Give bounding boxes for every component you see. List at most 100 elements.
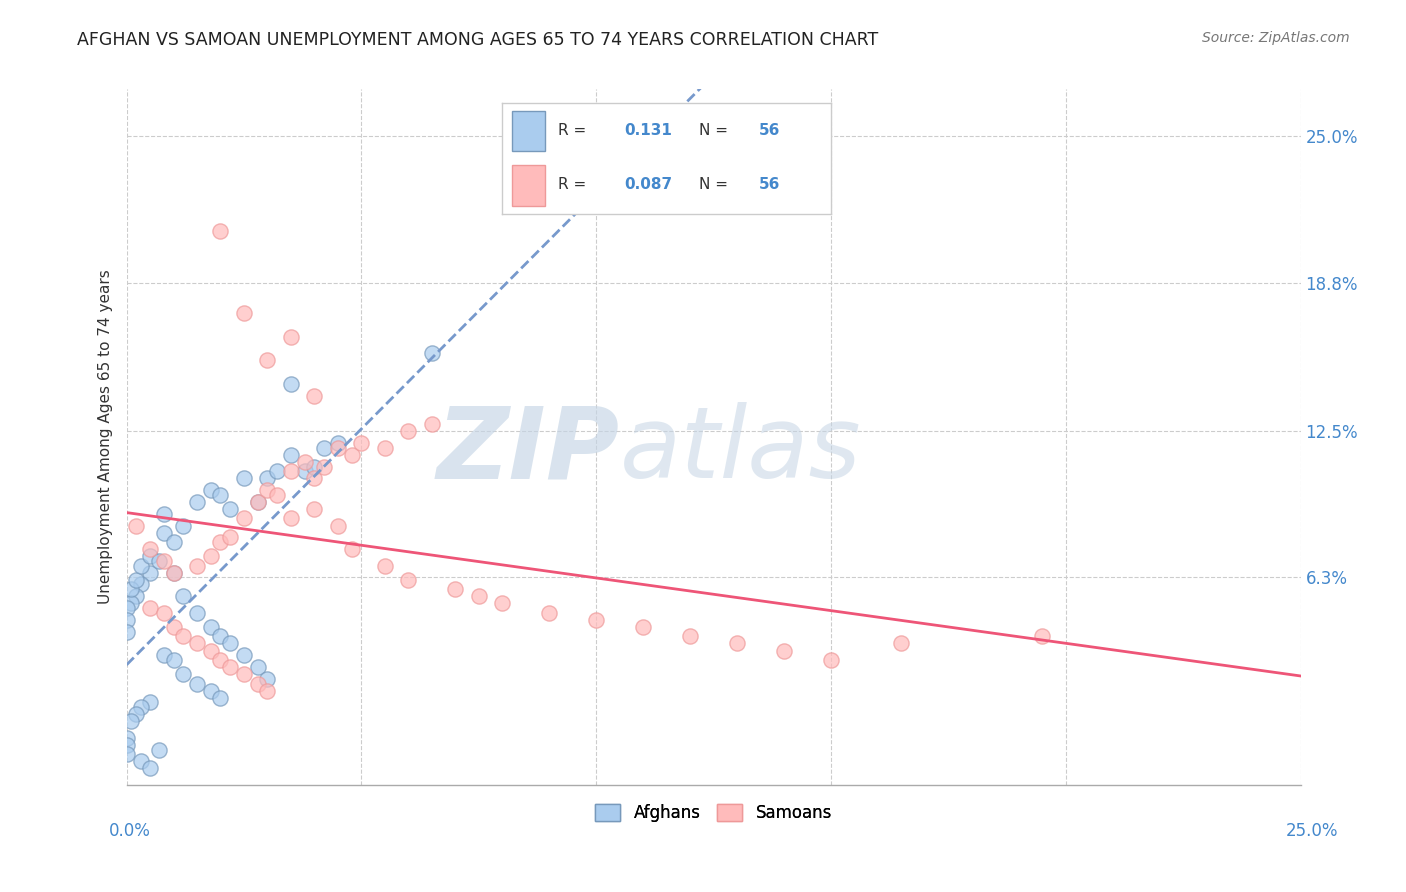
Point <box>200 643 222 657</box>
Point <box>304 502 326 516</box>
Point <box>304 389 326 403</box>
Point <box>200 683 222 698</box>
Point <box>725 636 748 650</box>
Point <box>129 577 152 591</box>
Point <box>148 742 170 756</box>
Point <box>139 566 162 580</box>
Point <box>1031 629 1053 643</box>
Point <box>129 558 152 573</box>
Text: 25.0%: 25.0% <box>1285 822 1339 840</box>
Point <box>326 518 349 533</box>
Point <box>247 495 270 509</box>
Point <box>172 667 194 681</box>
Point <box>233 511 256 525</box>
Point <box>209 224 232 238</box>
Point <box>374 558 396 573</box>
Point <box>467 589 489 603</box>
Point <box>890 636 912 650</box>
Point <box>148 554 170 568</box>
Point <box>120 582 142 597</box>
Point <box>280 511 302 525</box>
Point <box>125 707 148 722</box>
Point <box>120 596 142 610</box>
Point <box>139 549 162 564</box>
Point <box>115 747 138 762</box>
Point <box>162 535 184 549</box>
Point <box>266 464 288 478</box>
Point <box>125 518 148 533</box>
Point <box>120 714 142 729</box>
Point <box>420 417 443 431</box>
Point <box>153 648 176 663</box>
Point <box>294 464 316 478</box>
Point <box>326 441 349 455</box>
Point <box>256 672 278 686</box>
Point <box>631 620 654 634</box>
Point <box>247 660 270 674</box>
Legend: Afghans, Samoans: Afghans, Samoans <box>589 797 838 829</box>
Point <box>115 601 138 615</box>
Point <box>585 613 607 627</box>
Point <box>153 554 176 568</box>
Point <box>304 459 326 474</box>
Point <box>820 653 842 667</box>
Point <box>396 573 419 587</box>
Point <box>162 653 184 667</box>
Point <box>326 436 349 450</box>
Point <box>162 566 184 580</box>
Point <box>153 525 176 540</box>
Point <box>209 488 232 502</box>
Point <box>420 346 443 360</box>
Point <box>209 690 232 705</box>
Point <box>374 441 396 455</box>
Point <box>200 620 222 634</box>
Point <box>172 589 194 603</box>
Point <box>304 471 326 485</box>
Point <box>350 436 373 450</box>
Point <box>172 629 194 643</box>
Text: 0.0%: 0.0% <box>108 822 150 840</box>
Point <box>233 667 256 681</box>
Point <box>139 761 162 775</box>
Point <box>280 464 302 478</box>
Point <box>153 507 176 521</box>
Point <box>312 441 335 455</box>
Point <box>209 653 232 667</box>
Point <box>186 676 208 690</box>
Point <box>444 582 467 597</box>
Text: Source: ZipAtlas.com: Source: ZipAtlas.com <box>1202 31 1350 45</box>
Point <box>491 596 513 610</box>
Point <box>209 535 232 549</box>
Point <box>162 566 184 580</box>
Point <box>218 636 240 650</box>
Point <box>679 629 702 643</box>
Point <box>396 424 419 438</box>
Point <box>218 660 240 674</box>
Point <box>218 530 240 544</box>
Point <box>312 459 335 474</box>
Point <box>125 589 148 603</box>
Point <box>209 629 232 643</box>
Point <box>153 606 176 620</box>
Point <box>186 606 208 620</box>
Point <box>200 549 222 564</box>
Point <box>233 471 256 485</box>
Point <box>256 683 278 698</box>
Point <box>340 448 363 462</box>
Point <box>233 306 256 320</box>
Point <box>280 330 302 344</box>
Text: ZIP: ZIP <box>437 402 620 500</box>
Point <box>218 502 240 516</box>
Point <box>162 620 184 634</box>
Text: AFGHAN VS SAMOAN UNEMPLOYMENT AMONG AGES 65 TO 74 YEARS CORRELATION CHART: AFGHAN VS SAMOAN UNEMPLOYMENT AMONG AGES… <box>77 31 879 49</box>
Point <box>233 648 256 663</box>
Point <box>129 755 152 769</box>
Point <box>294 455 316 469</box>
Point <box>340 542 363 557</box>
Point <box>186 636 208 650</box>
Point <box>115 731 138 745</box>
Point <box>139 695 162 709</box>
Point <box>115 624 138 639</box>
Y-axis label: Unemployment Among Ages 65 to 74 years: Unemployment Among Ages 65 to 74 years <box>97 269 112 605</box>
Point <box>538 606 561 620</box>
